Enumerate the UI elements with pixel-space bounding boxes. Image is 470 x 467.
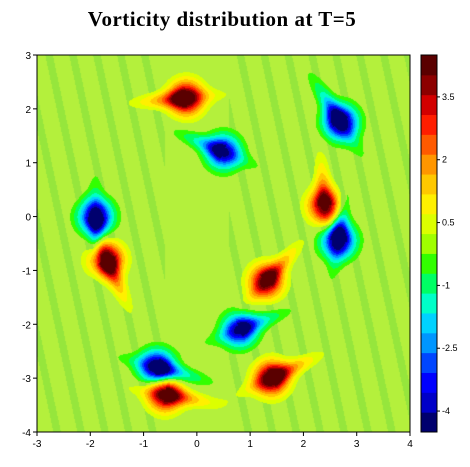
x-tick-label: -3	[33, 439, 42, 450]
x-tick-label: 3	[354, 439, 360, 450]
y-tick-label: -2	[22, 320, 31, 331]
y-tick-label: 3	[25, 51, 31, 62]
chart-title: Vorticity distribution at T=5	[88, 7, 357, 31]
y-tick-label: 0	[25, 213, 31, 224]
colorbar-segment	[421, 253, 437, 274]
colorbar-tick-label: 3.5	[442, 92, 455, 102]
vorticity-raster	[37, 55, 410, 432]
colorbar-segment	[421, 233, 437, 254]
vorticity-field	[37, 55, 410, 432]
colorbar-tick-label: 2	[442, 155, 447, 165]
colorbar-segment	[421, 174, 437, 195]
y-axis: 3 2 1 0 -1 -2 -3 -4	[22, 51, 37, 439]
colorbar-segment	[421, 372, 437, 393]
x-tick-label: 2	[301, 439, 307, 450]
colorbar-segment	[421, 94, 437, 116]
x-tick-label: -2	[86, 439, 95, 450]
colorbar-segment	[421, 392, 437, 413]
y-tick-label: 2	[25, 105, 31, 116]
colorbar-segment	[421, 273, 437, 294]
colorbar-segment	[421, 213, 437, 235]
y-tick-label: -1	[22, 266, 31, 277]
colorbar-segment	[421, 74, 437, 96]
colorbar-segment	[421, 114, 437, 135]
colorbar-frame	[420, 54, 438, 433]
plot-frame	[36, 54, 411, 433]
colorbar-segment	[421, 352, 437, 373]
x-axis: -3 -2 -1 0 1 2 3 4	[33, 432, 413, 450]
x-tick-label: 0	[194, 439, 200, 450]
y-tick-label: 1	[25, 159, 31, 170]
colorbar-tick-label: -2.5	[442, 343, 458, 353]
colorbar-segment	[421, 332, 437, 354]
colorbar-tick-label: -1	[442, 280, 450, 290]
colorbar: 3.5 2 0.5 -1 -2.5 -4	[420, 54, 458, 433]
x-tick-label: 4	[407, 439, 413, 450]
colorbar-segment	[421, 193, 437, 215]
colorbar-segment	[421, 412, 437, 433]
colorbar-segment	[421, 55, 437, 76]
colorbar-segment	[421, 154, 437, 175]
x-tick-label: -1	[139, 439, 148, 450]
colorbar-segment	[421, 293, 437, 314]
colorbar-segment	[421, 134, 437, 155]
x-tick-label: 1	[247, 439, 253, 450]
colorbar-tick-label: 0.5	[442, 218, 455, 228]
y-tick-label: -3	[22, 374, 31, 385]
y-tick-label: -4	[22, 428, 31, 439]
colorbar-tick-label: -4	[442, 406, 450, 416]
colorbar-segment	[421, 312, 437, 334]
